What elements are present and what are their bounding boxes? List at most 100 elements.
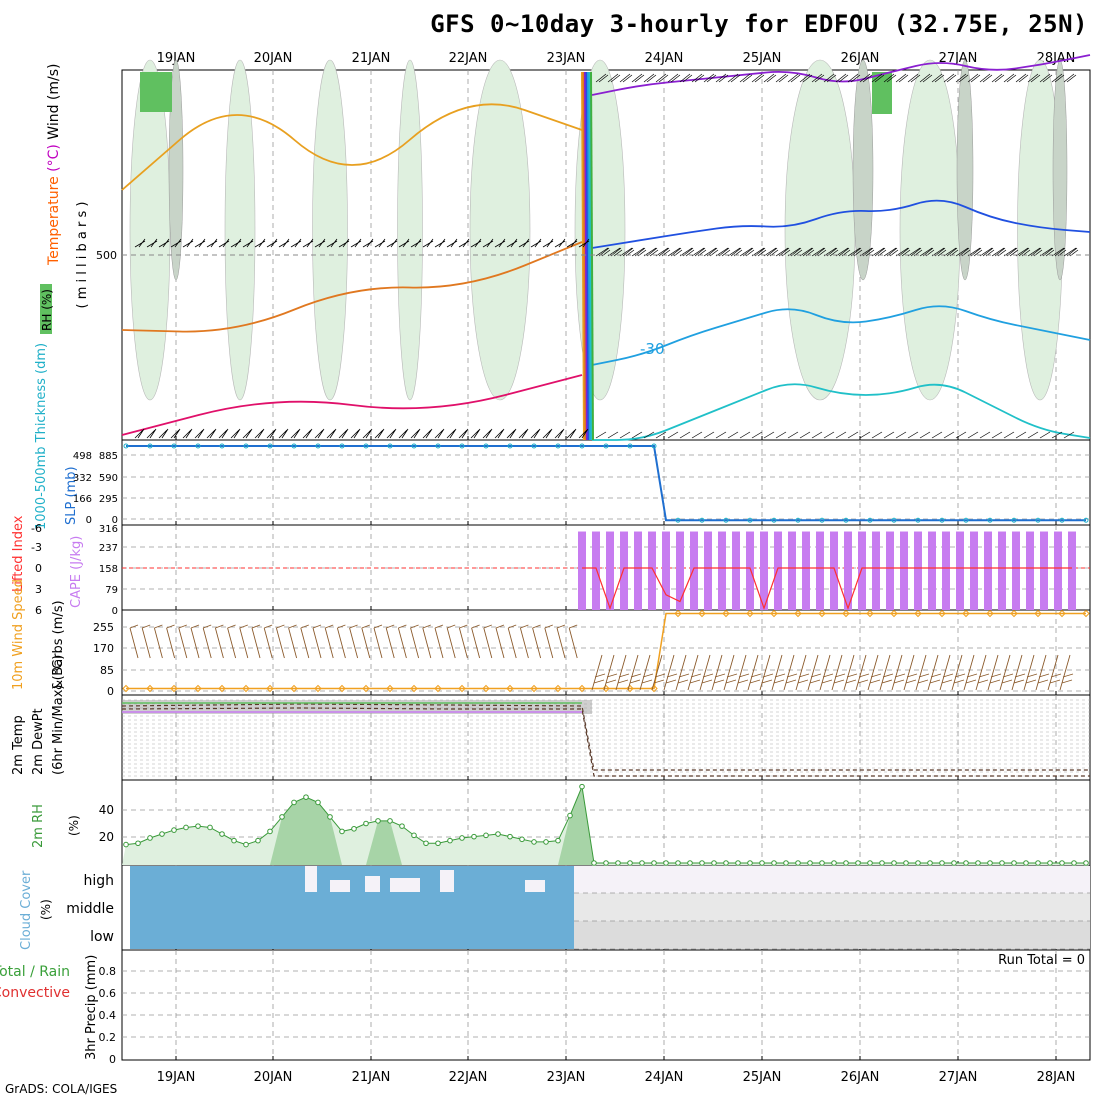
rh-point (495, 831, 501, 837)
wind-barb-10m (410, 624, 420, 659)
wind-barb (470, 238, 482, 248)
wind-barb (991, 431, 1003, 439)
wind-barb (314, 428, 325, 439)
rh-point (231, 837, 237, 844)
wind-barb (542, 428, 553, 439)
wind-barb-10m (627, 654, 642, 691)
rh-point (147, 835, 153, 841)
slp-point (243, 443, 249, 449)
wind-barb (386, 238, 398, 248)
cape-bar (886, 531, 894, 610)
wind-barb-10m (987, 654, 1002, 691)
slp-point (339, 443, 345, 449)
wind-barb (667, 431, 679, 439)
slp-point (123, 443, 129, 449)
rh-shade-dark (956, 59, 974, 281)
slp-point (435, 443, 441, 449)
wind-speed-point (1058, 609, 1066, 618)
wind-barb-10m (141, 624, 151, 659)
rh-point (1059, 860, 1065, 866)
wind-barb-10m (663, 654, 678, 691)
rh-point (435, 840, 441, 847)
wind-barb-10m (349, 624, 359, 659)
wind-barb (967, 73, 981, 83)
slp-point (315, 443, 321, 449)
cloud-gap (525, 880, 545, 892)
wind-barb (883, 73, 897, 83)
x-label-bottom: 21JAN (352, 1070, 391, 1085)
y-tick-lifted: 0 (35, 562, 42, 575)
wind-barb-10m (495, 624, 505, 659)
wind-barb (494, 238, 506, 248)
temperature-contour (121, 103, 583, 191)
y-tick-rh: 40 (99, 803, 114, 817)
wind-barb-10m (639, 654, 654, 691)
wind-barb-10m (239, 624, 249, 659)
y-label-precip: 3hr Precip (mm) (84, 955, 99, 1060)
rh-point (135, 840, 141, 847)
cape-bar (606, 531, 614, 610)
wind-barb (643, 73, 657, 83)
rh-point (531, 839, 537, 845)
wind-barb-10m (1011, 654, 1026, 691)
wind-barb (446, 238, 458, 248)
wind-barb-10m (903, 654, 918, 691)
cape-bar (578, 531, 586, 610)
wind-barb (422, 428, 433, 439)
wind-barb-10m (519, 624, 529, 659)
rh-point (795, 860, 801, 866)
slp-point (267, 443, 273, 449)
wind-barb-10m (711, 654, 726, 691)
rh-point (699, 860, 705, 866)
contour-jump (590, 71, 594, 441)
wind-speed-point (914, 609, 922, 618)
y-label-temp2m: 2m Temp (11, 715, 26, 775)
rh-point (1071, 860, 1077, 866)
wind-barb (254, 428, 265, 439)
y-tick-right: 295 (99, 494, 118, 505)
y-label-lifted: Lifted Index (11, 515, 26, 592)
slp-point (843, 517, 849, 523)
wind-barb (847, 431, 859, 439)
wind-barb-10m (288, 624, 298, 659)
wind-barb (823, 73, 837, 83)
y-tick-wind: 170 (93, 642, 114, 655)
x-label-top: 26JAN (841, 51, 880, 66)
wind-barb-10m (699, 654, 714, 691)
wind-barb (218, 238, 230, 248)
wind-barb (458, 238, 470, 248)
temperature-contour (592, 383, 1091, 441)
y-tick-lifted: 6 (35, 604, 42, 617)
wind-barb-10m (735, 654, 750, 691)
slp-point (483, 443, 489, 449)
wind-speed-point (338, 684, 346, 693)
slp-point (939, 517, 945, 523)
rh-point (543, 839, 549, 845)
rh-point (567, 812, 573, 819)
cape-bar (746, 531, 754, 610)
wind-barb-10m (129, 624, 139, 659)
wind-barb-10m (361, 624, 371, 659)
wind-barb (955, 73, 969, 83)
rh-point (711, 860, 717, 866)
rh-point (723, 860, 729, 866)
slp-point (627, 443, 633, 449)
wind-barb-10m (471, 624, 481, 659)
rh-shade-dark (168, 59, 184, 281)
wind-barb (1015, 431, 1027, 439)
wind-barb (278, 238, 290, 248)
wind-barb (595, 73, 609, 83)
y-tick-wind: 85 (100, 664, 114, 677)
wind-barb (170, 238, 182, 248)
rh-point (783, 860, 789, 866)
slp-point (747, 517, 753, 523)
wind-barb (182, 428, 193, 439)
wind-barb (362, 238, 374, 248)
x-label-top: 19JAN (157, 51, 196, 66)
cloud-low-bg (574, 921, 1090, 949)
temperature-contour (121, 241, 583, 333)
slp-point (363, 443, 369, 449)
wind-barb (727, 73, 741, 83)
y-tick-left: 166 (73, 494, 92, 505)
rh-point (291, 799, 297, 806)
